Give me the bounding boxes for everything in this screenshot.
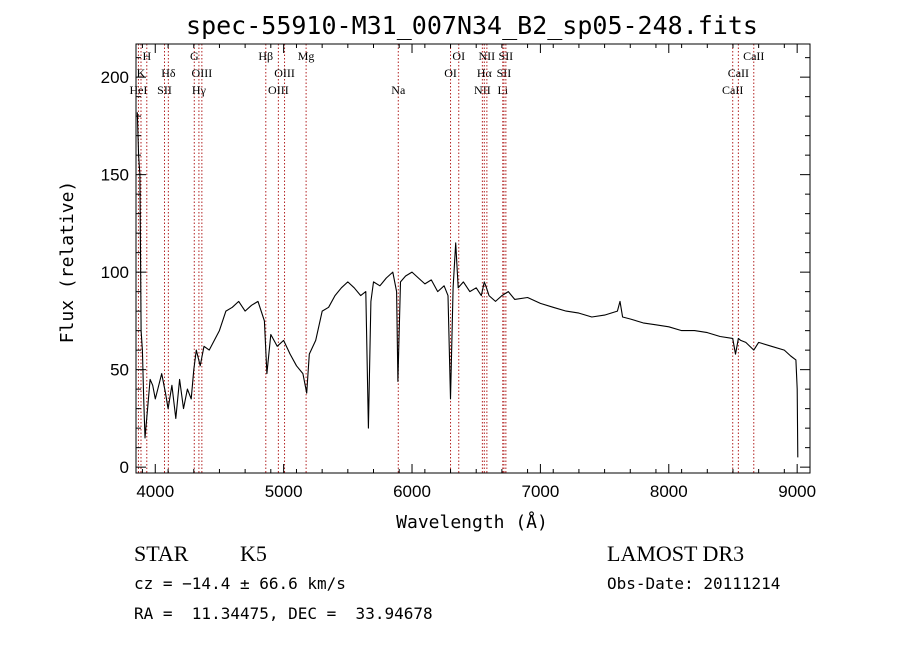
- spectral-lines-layer: HeIKHSIIHδGHγOIIIHβOIIIOIIIMgNaOIOINIIHα…: [129, 44, 764, 473]
- y-tick-label: 200: [101, 68, 129, 87]
- spectral-line-label: OI: [444, 66, 457, 80]
- x-tick-label: 6000: [393, 482, 431, 501]
- y-tick-label: 100: [101, 263, 129, 282]
- spectral-line-label: Li: [497, 83, 508, 97]
- spectral-line-label: CaII: [743, 49, 764, 63]
- spectral-line-label: CaII: [728, 66, 749, 80]
- y-axis-label: Flux (relative): [57, 181, 78, 344]
- x-tick-label: 5000: [265, 482, 303, 501]
- spectral-line-label: NII: [474, 83, 491, 97]
- y-tick-label: 0: [120, 458, 129, 477]
- object-class: STAR: [134, 541, 189, 566]
- series-layer: [136, 112, 799, 458]
- y-tick-label: 150: [101, 166, 129, 185]
- x-axis-label: Wavelength (Å): [396, 511, 548, 533]
- spectral-line-label: Hα: [477, 66, 493, 80]
- spectral-line-label: HeI: [129, 83, 147, 97]
- plot-frame: [135, 43, 811, 474]
- object-subclass: K5: [240, 541, 267, 566]
- axes-layer: 4000 5000 6000 7000 8000 9000 0 50 100 150 200: [101, 44, 816, 501]
- spectral-line-label: Na: [391, 83, 406, 97]
- x-tick-label: 8000: [650, 482, 688, 501]
- spectral-line-label: Hδ: [161, 66, 176, 80]
- spectral-line-label: H: [142, 49, 151, 63]
- redshift-text: cz = −14.4 ± 66.6 km/s: [134, 574, 346, 593]
- y-tick-label: 50: [110, 361, 129, 380]
- x-tick-label: 9000: [778, 482, 816, 501]
- survey-name: LAMOST DR3: [607, 541, 745, 566]
- x-tick-label: 4000: [136, 482, 174, 501]
- spectral-line-label: OIII: [192, 66, 213, 80]
- spectral-line-label: NII: [479, 49, 496, 63]
- spectral-line-label: K: [137, 66, 146, 80]
- obs-date-text: Obs-Date: 20111214: [607, 574, 781, 593]
- spectral-line-label: SII: [497, 66, 512, 80]
- chart-title: spec-55910-M31_007N34_B2_sp05-248.fits: [186, 11, 758, 40]
- x-tick-label: 7000: [521, 482, 559, 501]
- spectral-line-label: SII: [157, 83, 172, 97]
- spectrum-series-line: [136, 112, 799, 458]
- spectral-line-label: SII: [499, 49, 514, 63]
- spectral-line-label: OIII: [268, 83, 289, 97]
- spectral-line-label: G: [190, 49, 199, 63]
- spectral-line-label: Mg: [298, 49, 315, 63]
- coordinates-text: RA = 11.34475, DEC = 33.94678: [134, 604, 433, 623]
- spectral-line-label: CaII: [722, 83, 743, 97]
- spectral-line-label: Hγ: [192, 83, 207, 97]
- spectral-line-label: Hβ: [258, 49, 273, 63]
- spectral-line-label: OI: [452, 49, 465, 63]
- spectral-line-label: OIII: [274, 66, 295, 80]
